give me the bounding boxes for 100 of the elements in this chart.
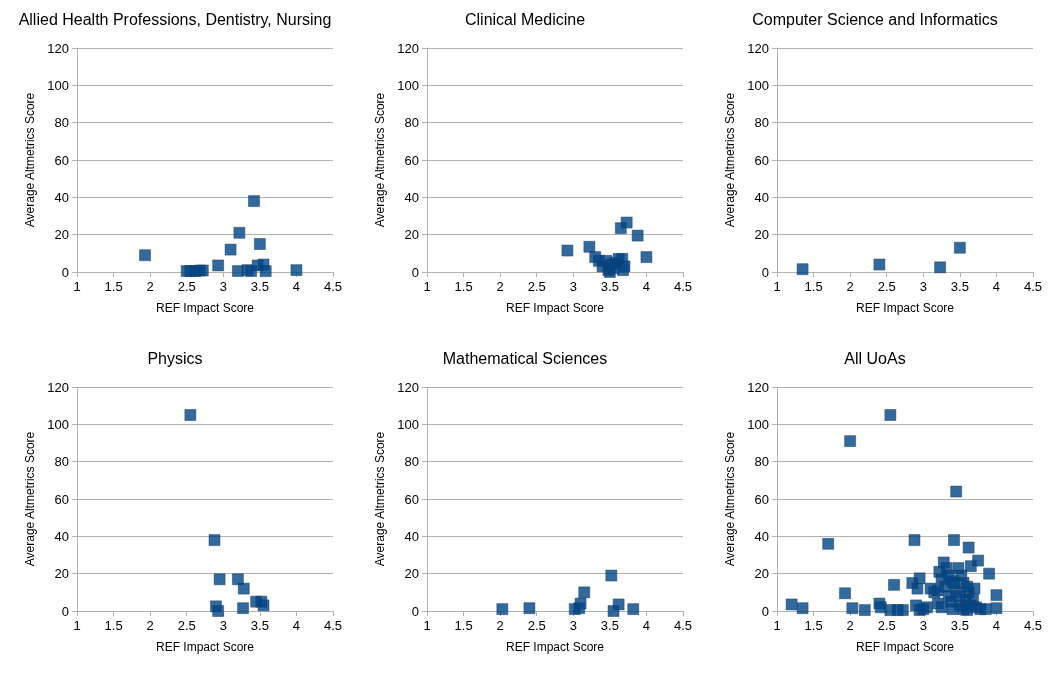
chart-title: Allied Health Professions, Dentistry, Nursing: [18, 10, 332, 28]
x-tick-label: 2.5: [877, 617, 896, 633]
y-tick-label: 40: [54, 189, 69, 205]
y-tick-label: 0: [61, 264, 69, 280]
x-tick-label: 4: [642, 617, 651, 633]
y-tick-label: 120: [397, 40, 419, 56]
chart-title: Physics: [147, 349, 203, 366]
chart-title: Computer Science and Informatics: [752, 10, 998, 28]
y-tick-label: 40: [404, 189, 419, 205]
y-tick-label: 20: [754, 565, 769, 581]
y-tick-label: 100: [397, 416, 419, 432]
x-tick-label: 3.5: [600, 279, 619, 294]
x-tick-label: 3.5: [950, 617, 969, 633]
x-tick-label: 3.5: [950, 279, 969, 294]
y-tick-label: 20: [404, 227, 419, 243]
x-tick-label: 1: [423, 617, 431, 633]
x-tick-label: 2.5: [177, 617, 196, 633]
y-tick-label: 0: [761, 264, 769, 280]
x-axis-title: REF Impact Score: [155, 639, 255, 654]
y-tick-label: 60: [54, 491, 69, 506]
x-axis-title: REF Impact Score: [855, 639, 955, 654]
y-tick-label: 0: [761, 603, 769, 618]
x-tick-label: 4.5: [323, 617, 343, 633]
y-tick-label: 120: [747, 40, 769, 56]
x-axis-title: REF Impact Score: [505, 301, 605, 315]
y-tick-label: 80: [54, 115, 69, 131]
y-tick-label: 120: [47, 379, 69, 394]
x-tick-label: 2: [846, 617, 854, 633]
y-tick-label: 60: [54, 152, 69, 168]
x-tick-label: 4.5: [673, 279, 693, 294]
y-tick-label: 120: [47, 40, 69, 56]
y-tick-label: 60: [754, 491, 769, 506]
y-tick-label: 40: [54, 528, 69, 544]
y-tick-label: 120: [747, 379, 769, 394]
y-axis-title: Average Altmetrics Score: [23, 430, 38, 566]
x-tick-label: 2.5: [527, 279, 546, 294]
x-tick-label: 2.5: [877, 279, 896, 294]
y-tick-label: 80: [754, 115, 769, 131]
x-tick-label: 1: [773, 279, 781, 294]
y-tick-label: 0: [411, 603, 419, 618]
x-tick-label: 2: [496, 617, 504, 633]
x-tick-label: 1.5: [104, 279, 123, 294]
y-tick-label: 60: [404, 491, 419, 506]
y-axis-title: Average Altmetrics Score: [373, 430, 388, 566]
x-axis-title: REF Impact Score: [855, 301, 955, 315]
x-tick-label: 1.5: [104, 617, 123, 633]
x-tick-label: 2.5: [177, 279, 196, 294]
chart-title: All UoAs: [844, 349, 906, 366]
x-tick-label: 1: [73, 617, 81, 633]
x-tick-label: 1: [73, 279, 81, 294]
y-tick-label: 100: [747, 416, 769, 432]
y-tick-label: 20: [54, 227, 69, 243]
x-tick-label: 2: [146, 279, 154, 294]
x-tick-label: 3: [919, 279, 927, 294]
y-tick-label: 80: [754, 453, 769, 469]
x-tick-label: 4: [992, 279, 1001, 294]
x-tick-label: 1.5: [454, 617, 473, 633]
x-tick-label: 1: [773, 617, 781, 633]
y-tick-label: 80: [54, 453, 69, 469]
x-tick-label: 4.5: [1023, 279, 1043, 294]
chart-title: Clinical Medicine: [464, 10, 586, 28]
x-tick-label: 3.5: [250, 617, 269, 633]
x-tick-label: 2.5: [527, 617, 546, 633]
y-axis-title: Average Altmetrics Score: [723, 430, 738, 566]
y-tick-label: 0: [411, 264, 419, 280]
x-tick-label: 4.5: [323, 279, 343, 294]
y-tick-label: 20: [54, 565, 69, 581]
x-tick-label: 4: [292, 617, 301, 633]
y-axis-title: Average Altmetrics Score: [23, 92, 38, 228]
y-tick-label: 80: [404, 453, 419, 469]
x-tick-label: 1.5: [804, 279, 823, 294]
x-tick-label: 3.5: [250, 279, 269, 294]
x-tick-label: 4: [992, 617, 1001, 633]
x-tick-label: 4.5: [673, 617, 693, 633]
x-tick-label: 2: [146, 617, 154, 633]
y-tick-label: 40: [754, 528, 769, 544]
y-tick-label: 100: [47, 77, 69, 93]
x-tick-label: 1.5: [454, 279, 473, 294]
x-tick-label: 4: [642, 279, 651, 294]
y-axis-title: Average Altmetrics Score: [723, 92, 738, 228]
y-tick-label: 0: [61, 603, 69, 618]
y-tick-label: 40: [754, 189, 769, 205]
y-tick-label: 80: [404, 115, 419, 131]
x-tick-label: 4.5: [1023, 617, 1043, 633]
y-tick-label: 60: [754, 152, 769, 168]
x-tick-label: 2: [846, 279, 854, 294]
x-tick-label: 3: [219, 617, 227, 633]
y-tick-label: 120: [397, 379, 419, 394]
x-tick-label: 4: [292, 279, 301, 294]
y-tick-label: 60: [404, 152, 419, 168]
chart-title: Mathematical Sciences: [442, 349, 608, 366]
x-tick-label: 3.5: [600, 617, 619, 633]
y-tick-label: 100: [47, 416, 69, 432]
x-tick-label: 3: [919, 617, 927, 633]
x-tick-label: 3: [219, 279, 227, 294]
y-tick-label: 20: [754, 227, 769, 243]
y-tick-label: 100: [397, 77, 419, 93]
x-tick-label: 1: [423, 279, 431, 294]
x-axis-title: REF Impact Score: [155, 301, 255, 315]
x-tick-label: 1.5: [804, 617, 823, 633]
